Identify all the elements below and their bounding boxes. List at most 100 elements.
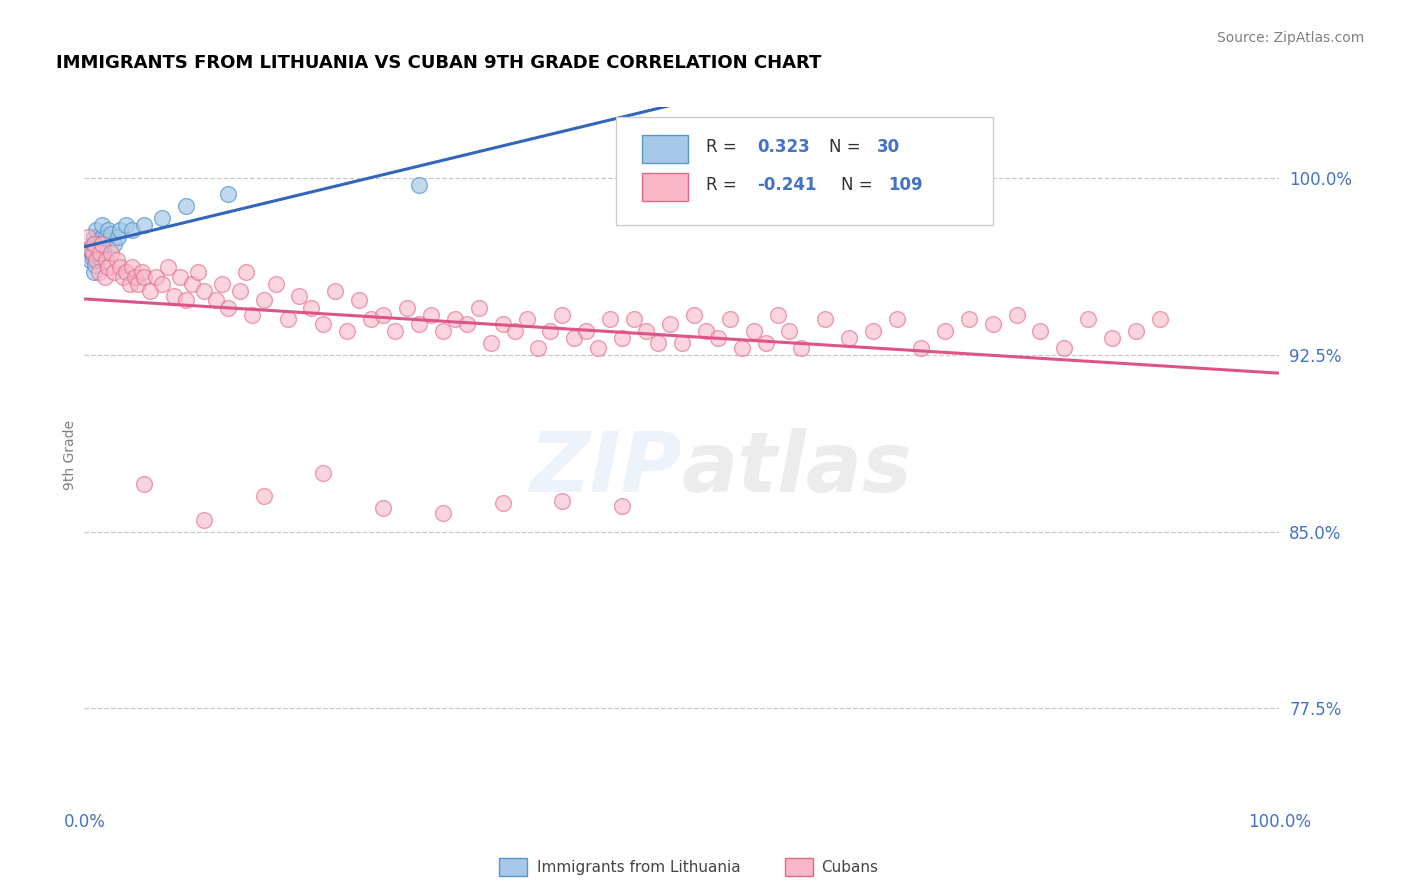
Point xyxy=(86,246,108,260)
Point xyxy=(862,324,884,338)
Point xyxy=(360,312,382,326)
Point xyxy=(456,317,478,331)
Text: R =: R = xyxy=(706,137,742,156)
Point xyxy=(695,324,717,338)
Bar xyxy=(643,135,688,162)
Point xyxy=(82,246,104,260)
Point xyxy=(91,218,114,232)
Point xyxy=(754,335,776,350)
Point xyxy=(110,260,132,275)
Point xyxy=(371,308,394,322)
Point xyxy=(87,235,110,249)
Point xyxy=(82,251,104,265)
Point xyxy=(90,236,112,251)
Point xyxy=(174,199,197,213)
Point xyxy=(886,312,908,326)
Text: R =: R = xyxy=(706,176,742,194)
Point xyxy=(419,308,441,322)
Point xyxy=(105,253,128,268)
Point xyxy=(647,335,669,350)
Point xyxy=(121,260,143,275)
Point xyxy=(336,324,359,338)
Text: 0.323: 0.323 xyxy=(758,137,810,156)
Text: N =: N = xyxy=(841,176,877,194)
Point xyxy=(111,269,134,284)
Point xyxy=(174,293,197,308)
Text: IMMIGRANTS FROM LITHUANIA VS CUBAN 9TH GRADE CORRELATION CHART: IMMIGRANTS FROM LITHUANIA VS CUBAN 9TH G… xyxy=(56,54,821,71)
FancyBboxPatch shape xyxy=(616,118,993,226)
Point xyxy=(1101,331,1123,345)
Text: ZIP: ZIP xyxy=(529,428,682,509)
Point xyxy=(121,222,143,236)
Point xyxy=(503,324,526,338)
Point xyxy=(132,218,156,232)
Point xyxy=(94,229,117,244)
Point xyxy=(103,236,125,251)
Point xyxy=(169,269,191,284)
Point xyxy=(838,331,860,345)
Point xyxy=(150,211,173,225)
Point xyxy=(492,496,515,510)
Point xyxy=(110,222,132,236)
Text: Immigrants from Lithuania: Immigrants from Lithuania xyxy=(537,860,741,874)
Point xyxy=(396,301,419,315)
Point xyxy=(610,499,633,513)
Point xyxy=(288,289,311,303)
Point xyxy=(623,312,645,326)
Point xyxy=(371,500,394,515)
Text: Source: ZipAtlas.com: Source: ZipAtlas.com xyxy=(1216,31,1364,45)
Point xyxy=(779,324,801,338)
Y-axis label: 9th Grade: 9th Grade xyxy=(63,420,77,490)
Text: N =: N = xyxy=(830,137,866,156)
Point xyxy=(384,324,406,338)
Point xyxy=(312,466,335,480)
Point xyxy=(217,301,239,315)
Point xyxy=(132,477,156,491)
Text: Cubans: Cubans xyxy=(821,860,879,874)
Point xyxy=(77,229,100,244)
Point xyxy=(707,331,730,345)
Point xyxy=(1125,324,1147,338)
Point xyxy=(193,513,215,527)
Point xyxy=(957,312,980,326)
Point xyxy=(77,242,100,256)
Point xyxy=(790,341,813,355)
Point xyxy=(467,301,491,315)
Point xyxy=(515,312,537,326)
Point xyxy=(94,253,117,268)
Point xyxy=(1005,308,1028,322)
Point xyxy=(115,265,138,279)
Point xyxy=(538,324,561,338)
Point xyxy=(205,293,228,308)
Point xyxy=(910,341,932,355)
Point xyxy=(432,324,454,338)
Point xyxy=(118,277,141,291)
Point xyxy=(84,222,107,236)
Point xyxy=(312,317,335,331)
Point xyxy=(79,253,101,268)
Point xyxy=(575,324,598,338)
Text: 109: 109 xyxy=(889,176,924,194)
Point xyxy=(93,242,115,256)
Point xyxy=(97,260,120,275)
Point xyxy=(193,284,215,298)
Point xyxy=(150,277,173,291)
Point xyxy=(671,335,693,350)
Point xyxy=(276,312,298,326)
Point xyxy=(658,317,681,331)
Text: 30: 30 xyxy=(877,137,900,156)
Point xyxy=(139,284,162,298)
Text: atlas: atlas xyxy=(682,428,912,509)
Point xyxy=(588,341,610,355)
Point xyxy=(1053,341,1076,355)
Point xyxy=(187,265,209,279)
Bar xyxy=(643,173,688,201)
Point xyxy=(217,187,239,202)
Point xyxy=(157,260,180,275)
Point xyxy=(79,242,101,256)
Point xyxy=(87,265,110,279)
Point xyxy=(1029,324,1052,338)
Point xyxy=(91,236,114,251)
Point xyxy=(766,308,789,322)
Point xyxy=(444,312,467,326)
